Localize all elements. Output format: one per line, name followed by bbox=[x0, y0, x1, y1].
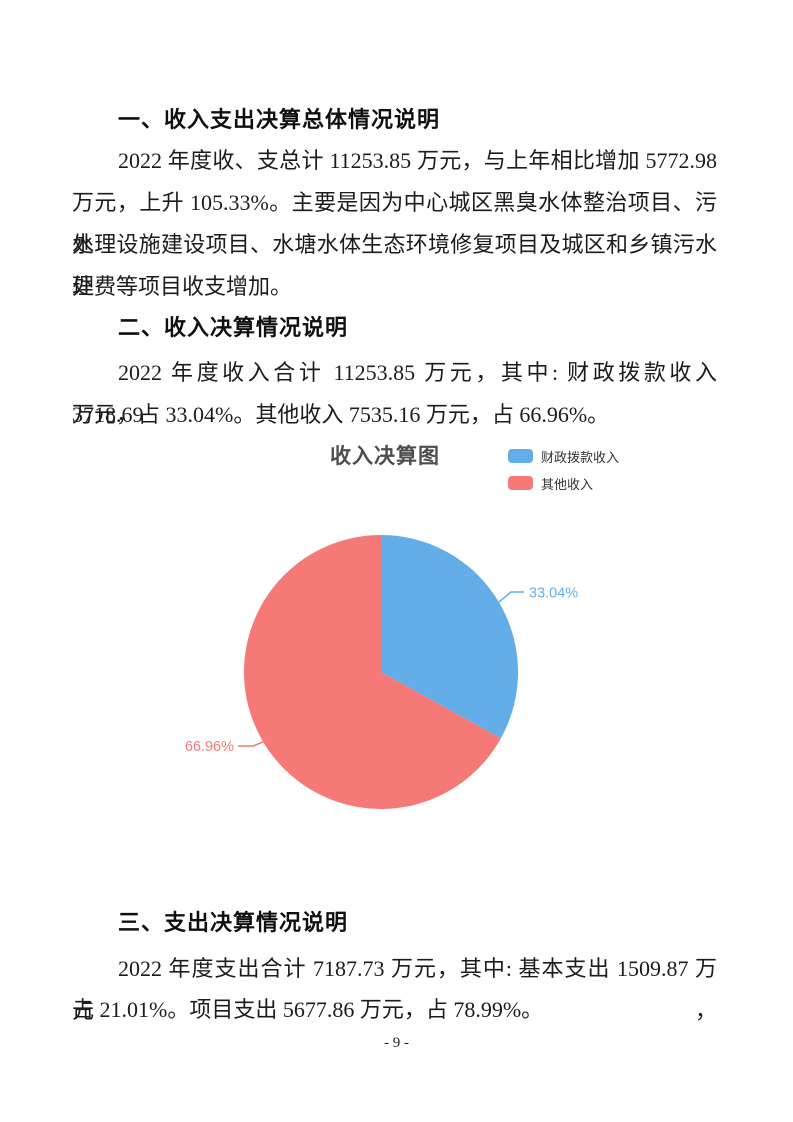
pie-percent-label-fiscal: 33.04% bbox=[529, 586, 578, 602]
pie-chart-canvas: 33.04% 66.96% bbox=[185, 535, 578, 809]
legend-label: 财政拨款收入 bbox=[541, 449, 620, 465]
paragraph-line: 2022 年度支出合计 7187.73 万元，其中: 基本支出 1509.87 … bbox=[72, 956, 717, 1023]
legend-swatch-blue bbox=[508, 449, 533, 463]
page-number: - 9 - bbox=[384, 1035, 409, 1051]
pie-slice-other-income bbox=[244, 535, 501, 809]
legend-item-fiscal-allocation: 财政拨款收入 bbox=[508, 449, 620, 465]
paragraph-line: 万元，占 33.04%。其他收入 7535.16 万元，占 66.96%。 bbox=[72, 402, 610, 427]
paragraph-line: 处理设施建设项目、水塘水体生态环境修复项目及城区和乡镇污水处 bbox=[72, 232, 717, 299]
pie-percent-label-other: 66.96% bbox=[185, 739, 234, 755]
legend-label: 其他收入 bbox=[541, 476, 594, 492]
section-3-heading: 三、支出决算情况说明 bbox=[118, 910, 349, 935]
pie-slice-fiscal-allocation bbox=[381, 535, 519, 739]
paragraph-line: 2022 年度收入合计 11253.85 万元，其中: 财政拨款收入 3718.… bbox=[72, 360, 717, 427]
paragraph-line: 占 21.01%。项目支出 5677.86 万元，占 78.99%。 bbox=[72, 997, 544, 1022]
paragraph-line: 2022 年度收、支总计 11253.85 万元，与上年相比增加 5772.98 bbox=[118, 148, 717, 173]
section-2-heading: 二、收入决算情况说明 bbox=[118, 315, 349, 340]
pie-leader-line-fiscal bbox=[498, 591, 524, 603]
paragraph-line: 理费等项目收支增加。 bbox=[72, 274, 293, 299]
legend-swatch-red bbox=[508, 476, 533, 490]
section-1-heading: 一、收入支出决算总体情况说明 bbox=[118, 107, 441, 132]
legend-item-other-income: 其他收入 bbox=[508, 476, 619, 492]
paragraph-line: 万元，上升 105.33%。主要是因为中心城区黑臭水体整治项目、污水 bbox=[72, 190, 717, 257]
chart-legend: 财政拨款收入 其他收入 bbox=[508, 449, 619, 503]
chart-title: 收入决算图 bbox=[330, 445, 440, 468]
pie-leader-line-other bbox=[238, 741, 264, 747]
